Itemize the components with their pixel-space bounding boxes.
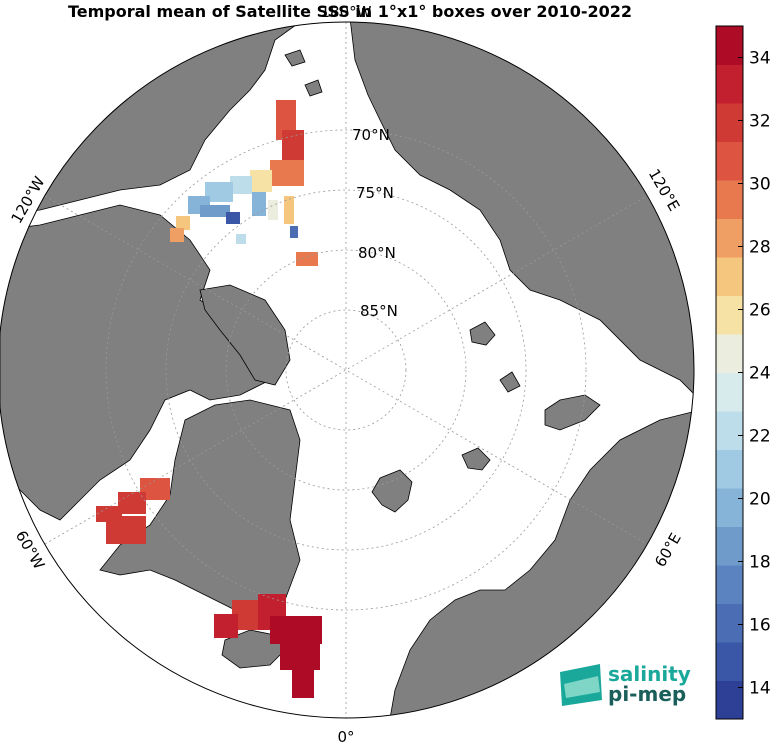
- colorbar-swatch: [716, 449, 743, 489]
- land-ellesmere: [199, 284, 291, 386]
- colorbar-swatch: [716, 218, 743, 258]
- colorbar-tick-label: 24: [749, 364, 771, 384]
- lon-label-60e: 60°E: [651, 530, 685, 570]
- colorbar-tick-label: 18: [749, 553, 771, 573]
- colorbar-swatch: [716, 603, 743, 643]
- lat-label-80: 80°N: [358, 244, 396, 262]
- sss-boxes-baffin: [96, 478, 170, 544]
- map-boundary: [0, 21, 695, 719]
- map-title: Temporal mean of Satellite SSS in 1°x1° …: [67, 2, 633, 21]
- colorbar-tick-label: 26: [749, 301, 771, 321]
- colorbar-swatch: [716, 295, 743, 335]
- lon-label-0: 0°: [337, 728, 354, 746]
- colorbar-swatch: [716, 141, 743, 181]
- colorbar-swatch: [716, 372, 743, 412]
- land-franz-josef: [461, 447, 491, 471]
- colorbar-swatch: [716, 642, 743, 681]
- colorbar-swatches: [716, 26, 743, 720]
- colorbar-tick-label: 16: [749, 616, 771, 636]
- colorbar-tick-label: 14: [749, 679, 771, 699]
- colorbar-swatch: [716, 26, 743, 65]
- land-novaya-zemlya: [544, 394, 601, 431]
- colorbar-swatch: [716, 64, 743, 104]
- sss-boxes-beaufort: [170, 100, 318, 266]
- colorbar-ticks: 14 16 18 20 22 24 26 28 30 32 34: [738, 49, 771, 699]
- colorbar-tick-label: 32: [749, 112, 771, 132]
- sss-boxes-nordic: [214, 594, 322, 698]
- land-svalbard: [371, 469, 413, 513]
- land-small-islands: [284, 49, 521, 393]
- lat-label-70: 70°N: [352, 126, 390, 144]
- colorbar-tick-label: 22: [749, 427, 771, 447]
- lon-label-180w: 180°W: [321, 3, 372, 21]
- colorbar-tick-label: 28: [749, 238, 771, 258]
- land-canadian-archipelago: [0, 204, 271, 521]
- colorbar-swatch: [716, 180, 743, 219]
- colorbar-swatch: [716, 257, 743, 296]
- colorbar-tick-label: 30: [749, 175, 771, 195]
- colorbar-tick-label: 34: [749, 49, 771, 69]
- land-iceland: [221, 629, 286, 669]
- graticule: [44, 22, 648, 718]
- logo-line2: pi-mep: [608, 682, 686, 706]
- colorbar-swatch: [716, 411, 743, 450]
- colorbar-tick-label: 20: [749, 490, 771, 510]
- colorbar-swatch: [716, 565, 743, 604]
- colorbar-swatch: [716, 334, 743, 373]
- logo-line1: salinity: [608, 662, 691, 686]
- lat-label-75: 75°N: [356, 184, 394, 202]
- lat-label-85: 85°N: [360, 302, 398, 320]
- polar-map: 70°N 75°N 80°N 85°N 180°W 120°W 60°W 0° …: [0, 3, 695, 746]
- colorbar-swatch: [716, 526, 743, 566]
- colorbar-swatch: [716, 103, 743, 142]
- colorbar-frame: [715, 25, 744, 720]
- colorbar-swatch: [716, 488, 743, 527]
- colorbar-swatch: [716, 680, 743, 720]
- salinity-pimep-logo: salinity pi-mep: [560, 662, 691, 706]
